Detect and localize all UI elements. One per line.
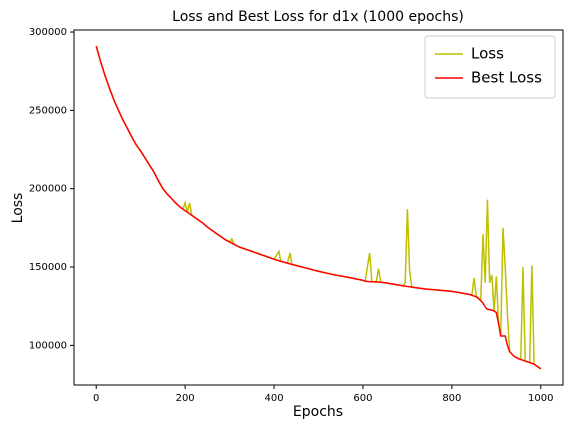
x-tick-label: 200 — [176, 393, 195, 404]
y-axis-label: Loss — [10, 193, 26, 224]
x-axis-label: Epochs — [293, 404, 343, 420]
line-series — [95, 45, 542, 370]
y-tick-label: 100000 — [29, 340, 67, 351]
y-tick-label: 200000 — [29, 184, 67, 195]
legend-label: Best Loss — [471, 69, 542, 87]
legend-label: Loss — [471, 45, 504, 63]
plot-frame — [73, 29, 564, 386]
y-tick-label: 250000 — [29, 105, 67, 116]
y-tick-label: 300000 — [29, 27, 67, 38]
legend-box — [424, 35, 556, 99]
x-tick-label: 600 — [353, 393, 372, 404]
x-tick-label: 400 — [264, 393, 283, 404]
x-tick-label: 1000 — [528, 393, 553, 404]
x-tick-label: 800 — [442, 393, 461, 404]
chart-title: Loss and Best Loss for d1x (1000 epochs) — [172, 9, 464, 25]
x-tick-label: 0 — [93, 393, 99, 404]
y-tick-label: 150000 — [29, 262, 67, 273]
